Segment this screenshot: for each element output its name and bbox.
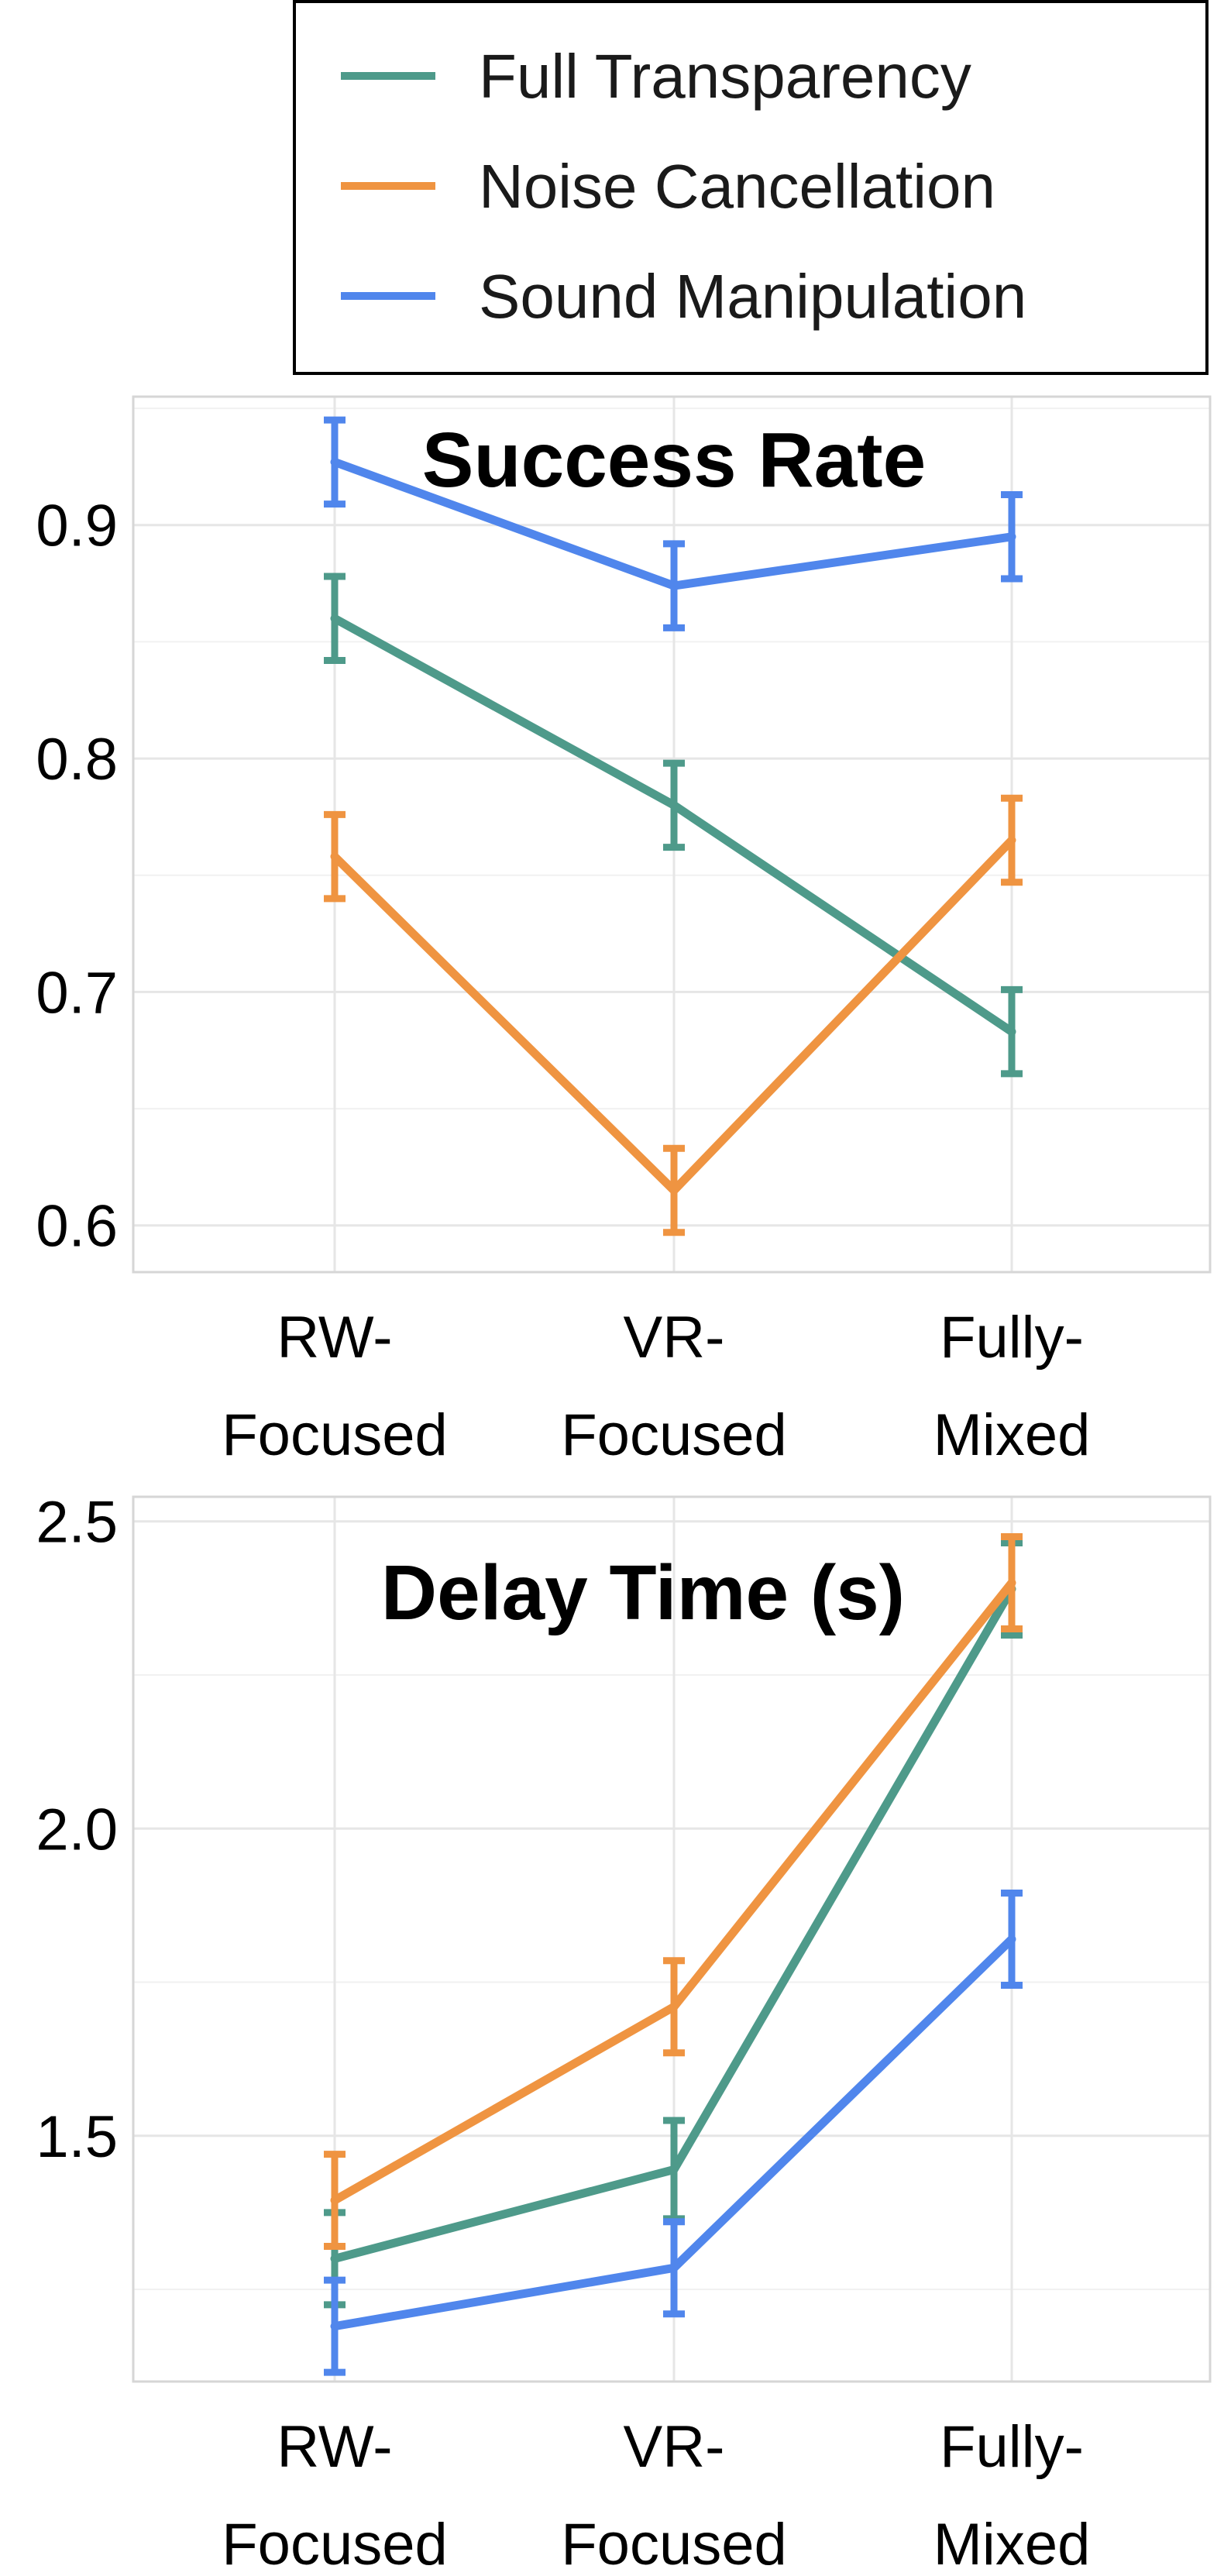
y-tick-label: 0.8 — [36, 727, 118, 793]
x-tick-label: RW- — [277, 2414, 392, 2480]
error-bar-noise-cancellation — [663, 1144, 685, 1236]
x-tick-label: Mixed — [933, 2512, 1091, 2572]
legend-label-full-transparency: Full Transparency — [479, 42, 971, 111]
error-bar-full-transparency — [1001, 985, 1023, 1078]
legend-box — [293, 0, 1209, 375]
error-bar-noise-cancellation — [324, 810, 346, 903]
y-tick-label: 2.5 — [36, 1490, 118, 1556]
error-bar-sound-manipulation — [1001, 1890, 1023, 1989]
x-tick-label: Focused — [561, 2512, 787, 2572]
legend-label-sound-manipulation: Sound Manipulation — [479, 262, 1026, 331]
y-tick-label: 0.7 — [36, 960, 118, 1026]
error-bar-full-transparency — [663, 759, 685, 851]
delay-time-chart: 1.5 2.0 2.5 RW- Focused VR- Focused Fully- Mixed… — [36, 1490, 1212, 2576]
y-tick-label: 0.6 — [36, 1194, 118, 1260]
panel-border — [132, 395, 1212, 1274]
error-bar-full-transparency — [324, 573, 346, 665]
error-bar-sound-manipulation — [663, 2218, 685, 2318]
chart-title: Delay Time (s) — [381, 1549, 905, 1636]
error-bar-noise-cancellation — [663, 1957, 685, 2057]
legend: Full Transparency Noise Cancellation Sound… — [293, 0, 1209, 375]
x-tick-label: Mixed — [933, 1402, 1091, 1468]
x-tick-label: Focused — [561, 1402, 787, 1468]
x-tick-label: RW- — [277, 1305, 392, 1371]
error-bar-sound-manipulation — [663, 540, 685, 631]
x-tick-label: VR- — [624, 2414, 725, 2480]
legend-entries: Full Transparency Noise Cancellation Sound… — [341, 42, 1026, 331]
error-bar-sound-manipulation — [1001, 491, 1023, 583]
success-rate-chart: 0.6 0.7 0.8 0.9 RW- Focused VR- Focused Fully- Mi… — [36, 395, 1212, 1468]
x-tick-label: Fully- — [940, 2414, 1084, 2480]
y-tick-label: 0.9 — [36, 494, 118, 559]
error-bar-noise-cancellation — [324, 2151, 346, 2251]
error-bar-noise-cancellation — [1001, 794, 1023, 886]
x-tick-label: Focused — [222, 2512, 448, 2572]
legend-label-noise-cancellation: Noise Cancellation — [479, 152, 995, 221]
y-tick-label: 2.0 — [36, 1797, 118, 1862]
x-tick-label: Focused — [222, 1402, 448, 1468]
x-tick-label: Fully- — [940, 1305, 1084, 1371]
chart-title: Success Rate — [422, 417, 926, 504]
error-bar-sound-manipulation — [324, 2276, 346, 2376]
x-tick-label: VR- — [624, 1305, 725, 1371]
error-bar-noise-cancellation — [1001, 1533, 1023, 1633]
error-bar-sound-manipulation — [324, 416, 346, 508]
y-tick-label: 1.5 — [36, 2104, 118, 2170]
panel-border — [132, 1495, 1212, 2383]
